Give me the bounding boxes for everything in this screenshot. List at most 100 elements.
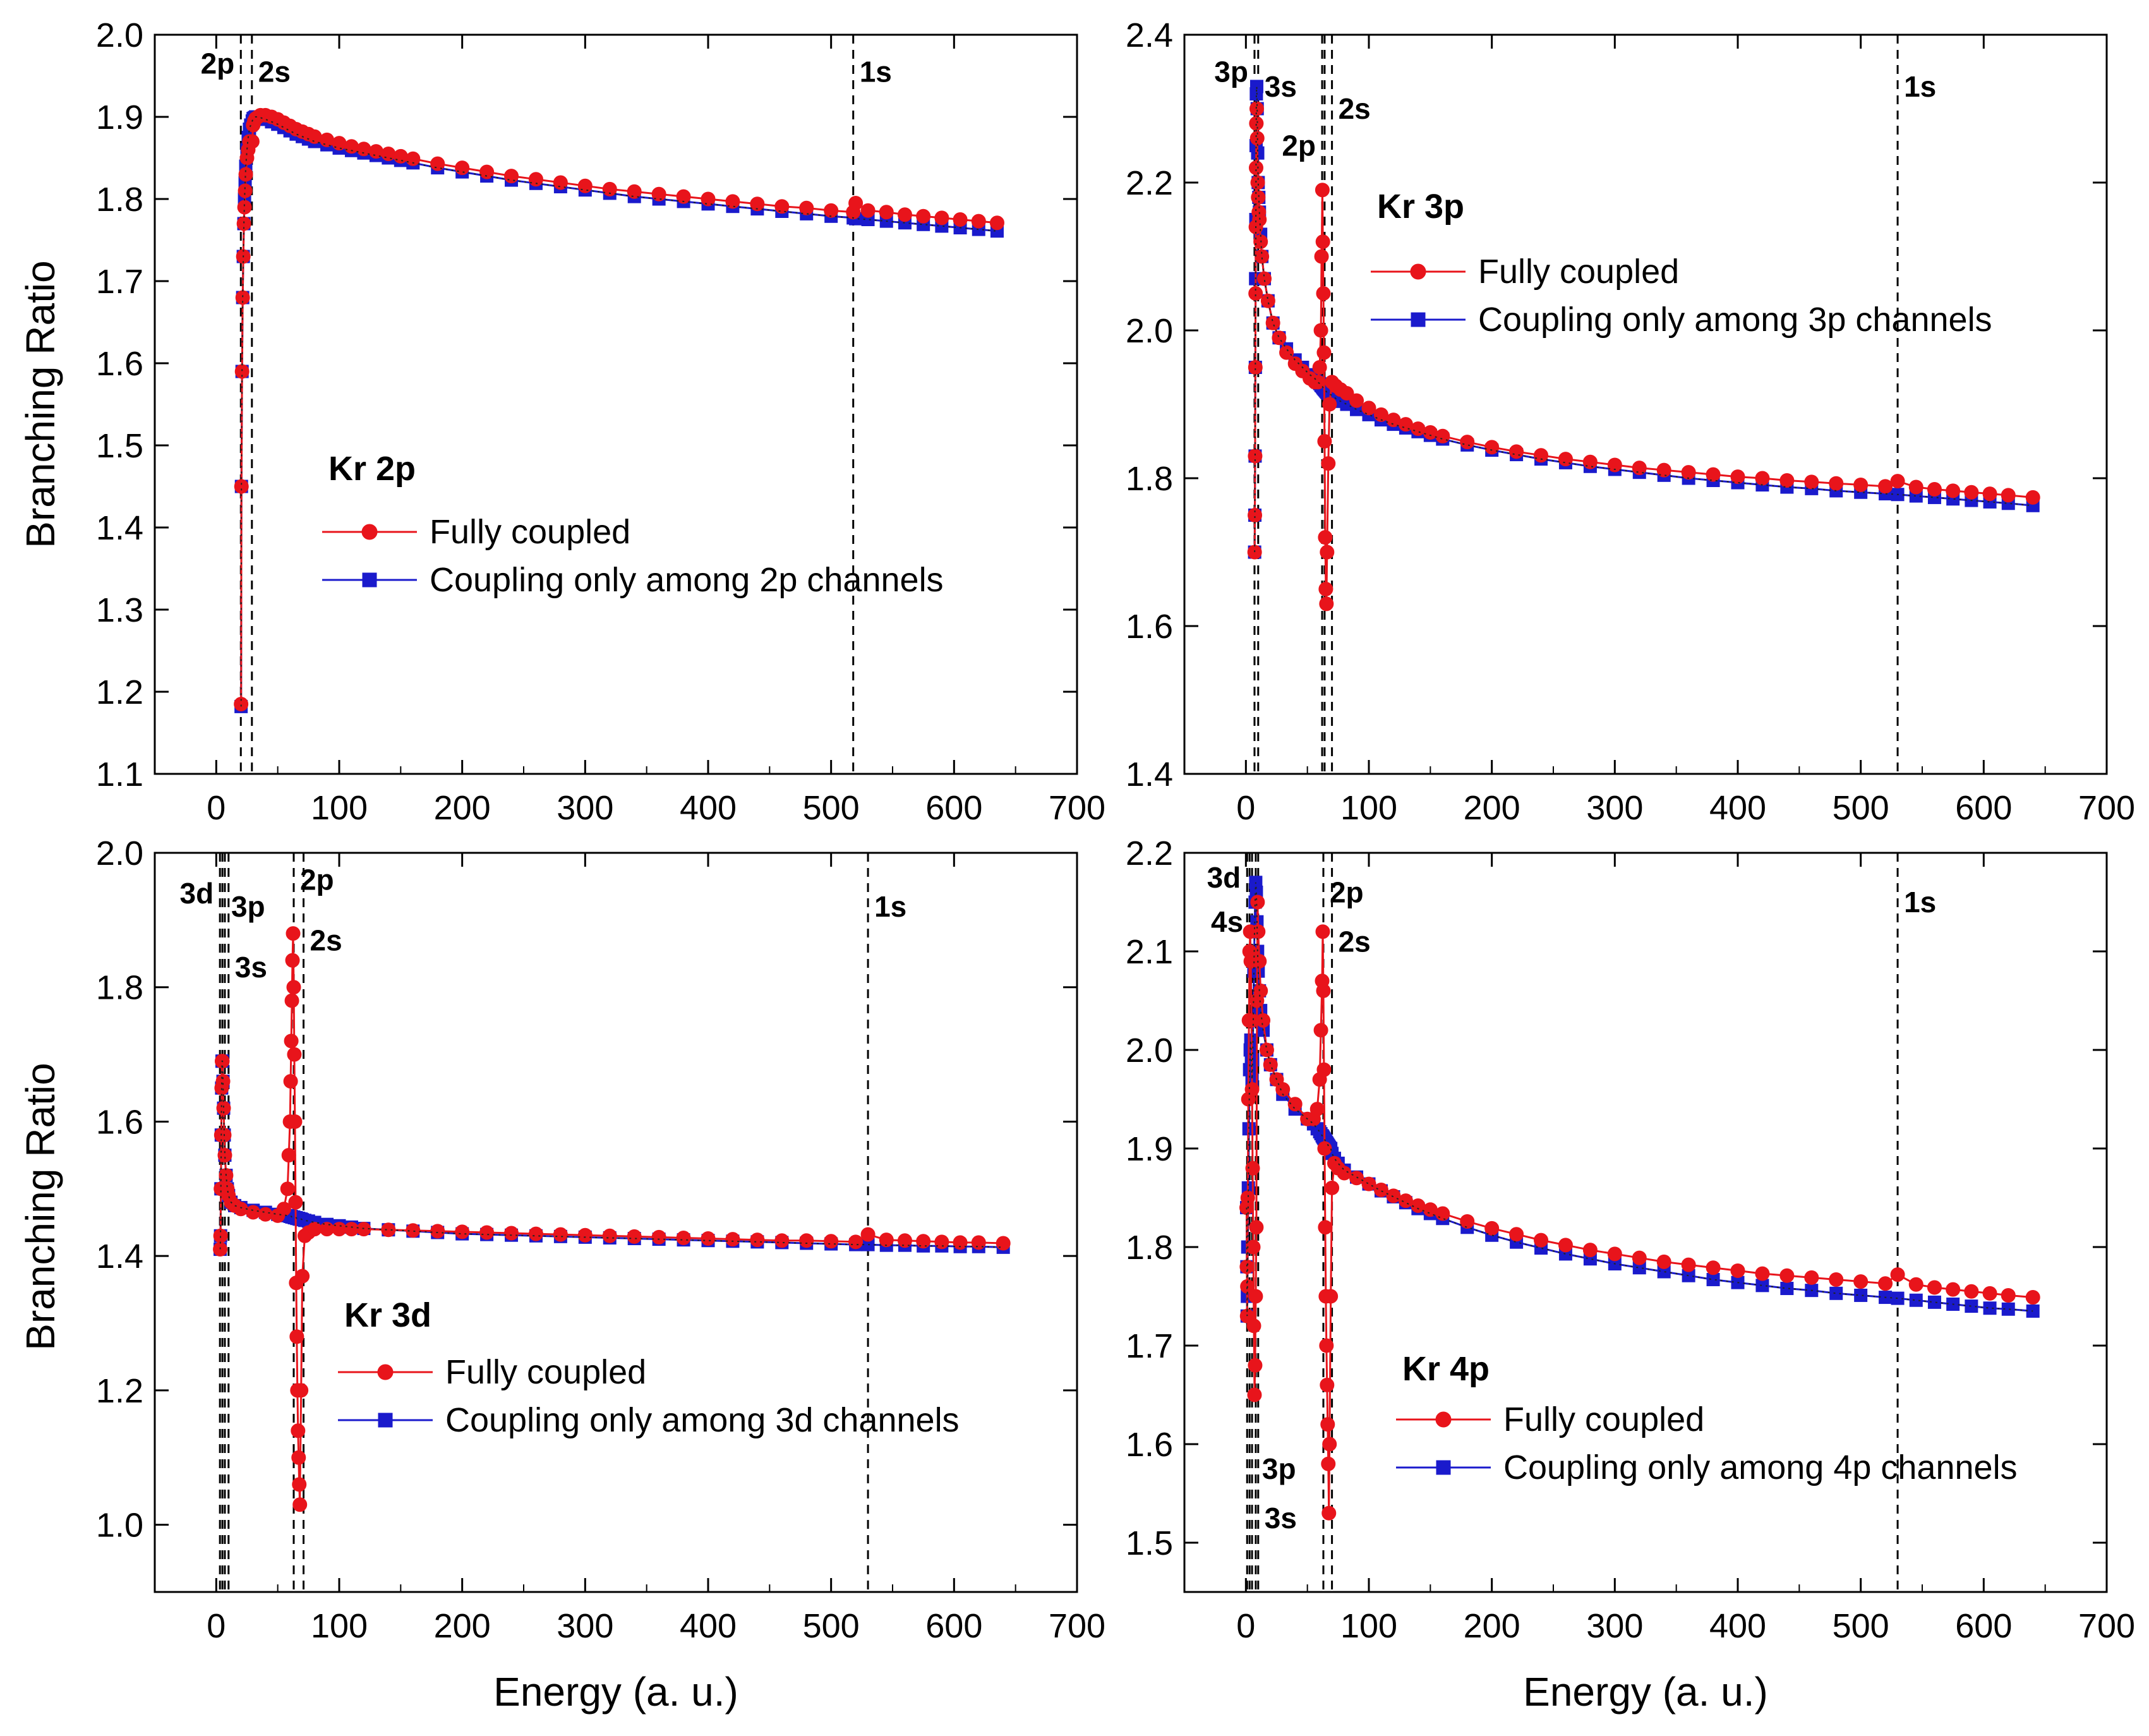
data-point <box>381 1222 396 1238</box>
data-point <box>284 1034 299 1049</box>
data-point <box>879 1233 894 1248</box>
series-fully-coupled <box>1239 895 2040 1521</box>
chart-panels: 0 100 200 300 400 500 600 700 1.1 1.2 1.3 1.4 1.5 1.6… <box>96 16 2135 1645</box>
data-point <box>799 1233 814 1248</box>
data-point <box>774 1233 790 1248</box>
data-point <box>1373 1183 1388 1198</box>
data-point <box>1829 476 1844 491</box>
data-point <box>283 1074 298 1089</box>
series-line <box>240 116 997 707</box>
data-point <box>1319 1338 1334 1353</box>
y-tick-label: 1.6 <box>1126 1426 1173 1464</box>
data-point <box>1361 401 1376 416</box>
data-point <box>1607 1246 1622 1262</box>
data-point <box>1275 1082 1291 1097</box>
data-point <box>528 172 543 187</box>
data-point <box>750 196 765 212</box>
data-point <box>1349 393 1364 408</box>
data-point <box>897 207 912 222</box>
data-point <box>676 1230 691 1245</box>
data-point <box>1755 1266 1770 1281</box>
data-point <box>577 1227 593 1243</box>
legend-entry: Coupling only among 3p channels <box>1371 301 1992 339</box>
data-point <box>934 210 949 226</box>
threshold-label: 3d <box>1207 861 1241 894</box>
data-point <box>1322 1437 1337 1452</box>
threshold-label: 3d <box>179 877 214 910</box>
data-point <box>1983 1301 1997 1315</box>
data-point <box>1250 895 1265 910</box>
data-point <box>213 1242 228 1257</box>
x-tick-label: 0 <box>1236 1607 1255 1645</box>
data-point <box>1252 954 1267 969</box>
y-tick-label: 1.4 <box>96 509 143 547</box>
x-tick-label: 100 <box>311 1607 368 1645</box>
data-point <box>1829 1272 1844 1287</box>
legend-marker <box>378 1413 393 1428</box>
y-tick-label: 2.0 <box>96 16 143 54</box>
data-point <box>1706 1260 1721 1275</box>
legend-label: Fully coupled <box>430 513 630 551</box>
data-point <box>602 181 617 196</box>
data-point <box>320 1222 335 1237</box>
y-tick-label: 1.8 <box>1126 460 1173 498</box>
data-point <box>1255 249 1270 264</box>
threshold-label: 3s <box>1265 70 1297 103</box>
data-point <box>953 1235 968 1250</box>
threshold-label: 2s <box>1339 92 1371 125</box>
data-point <box>701 1231 716 1246</box>
x-axis-title-left: Energy (a. u.) <box>493 1669 738 1715</box>
data-point <box>1253 983 1268 998</box>
panel-title: Kr 2p <box>328 450 416 488</box>
data-point <box>860 203 876 218</box>
data-point <box>234 697 249 711</box>
data-point <box>1435 1206 1450 1221</box>
threshold-label: 1s <box>1904 886 1936 919</box>
data-point <box>292 1497 308 1512</box>
chart-panel-2: 0 100 200 300 400 500 600 700 1.4 1.6 1.8 2.0 2.2 2.4… <box>1126 16 2135 827</box>
y-tick-label: 1.4 <box>1126 756 1173 793</box>
data-point <box>934 1234 949 1250</box>
x-tick-label: 300 <box>1586 1607 1643 1645</box>
data-point <box>1318 530 1333 545</box>
legend-marker <box>1411 312 1426 327</box>
threshold-label: 2p <box>1282 130 1316 162</box>
y-tick-label: 2.2 <box>1126 835 1173 872</box>
data-point <box>1250 175 1265 190</box>
x-tick-label: 200 <box>434 789 491 827</box>
data-point <box>292 1477 307 1492</box>
plot-area <box>213 853 1011 1592</box>
y-tick-label: 2.0 <box>1126 312 1173 350</box>
data-point <box>1247 1387 1262 1402</box>
x-tick-label: 100 <box>1340 1607 1397 1645</box>
data-point <box>1730 469 1745 485</box>
plot-frame <box>1183 33 2108 775</box>
y-tick-label: 1.5 <box>1126 1524 1173 1562</box>
data-point <box>1607 457 1622 473</box>
data-point <box>1248 286 1263 301</box>
data-point <box>1251 924 1266 939</box>
data-point <box>246 1205 261 1220</box>
data-point <box>577 178 593 193</box>
data-point <box>1317 434 1332 449</box>
legend-entry: Fully coupled <box>338 1353 646 1391</box>
data-point <box>287 1114 303 1129</box>
data-point <box>1256 1013 1271 1028</box>
data-point <box>295 1269 310 1284</box>
data-point <box>1964 1284 1979 1299</box>
threshold-label: 3p <box>1214 56 1248 88</box>
data-point <box>860 1227 876 1242</box>
data-point <box>1656 462 1671 478</box>
data-point <box>1279 345 1294 360</box>
x-tick-label: 700 <box>2078 1607 2135 1645</box>
data-point <box>1681 465 1696 480</box>
data-point <box>1927 482 1942 497</box>
data-point <box>1320 545 1335 560</box>
threshold-label: 3s <box>235 951 267 984</box>
data-point <box>1890 1267 1905 1282</box>
y-tick-label: 2.4 <box>1126 16 1173 54</box>
data-point <box>1386 413 1401 428</box>
data-point <box>1423 1202 1438 1217</box>
data-point <box>1244 1082 1260 1097</box>
